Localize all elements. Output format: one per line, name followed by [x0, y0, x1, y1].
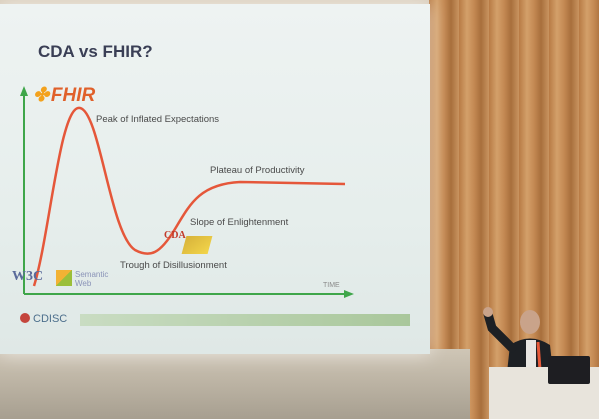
- slide-footer-bar: [80, 314, 410, 326]
- fhir-logo: ✤ FHIR: [33, 84, 95, 107]
- cda-logo-text: CDA: [164, 230, 186, 241]
- semantic-web-line2: Web: [75, 279, 92, 288]
- laptop-icon: [548, 356, 590, 384]
- cda-badge-icon: [181, 236, 213, 254]
- y-axis-arrow: [20, 86, 28, 96]
- cda-logo: CDA: [164, 230, 216, 256]
- label-time-axis: TIME: [323, 282, 340, 289]
- hype-cycle-chart: [20, 86, 354, 298]
- semantic-web-line1: Semantic: [75, 270, 109, 279]
- slide-title: CDA vs FHIR?: [38, 42, 153, 61]
- label-slope: Slope of Enlightenment: [190, 217, 289, 228]
- semantic-web-logo: Semantic Web: [75, 270, 108, 288]
- semantic-web-cube-icon: [56, 270, 72, 286]
- cdisc-logo: CDISC: [20, 313, 67, 325]
- label-plateau: Plateau of Productivity: [210, 165, 305, 176]
- label-trough: Trough of Disillusionment: [120, 260, 227, 271]
- floor: [0, 349, 470, 419]
- label-peak: Peak of Inflated Expectations: [96, 114, 220, 125]
- hype-curve: [32, 106, 346, 287]
- x-axis-arrow: [344, 290, 354, 298]
- flame-icon: ✤: [33, 85, 49, 106]
- fhir-logo-text: FHIR: [50, 85, 96, 106]
- cdisc-logo-text: CDISC: [33, 313, 68, 325]
- w3c-logo: W3C: [12, 269, 44, 284]
- projected-slide: CDA vs FHIR? ✤ FHIR Peak of Inflated Expe…: [0, 4, 430, 354]
- cdisc-dot-icon: [20, 313, 30, 323]
